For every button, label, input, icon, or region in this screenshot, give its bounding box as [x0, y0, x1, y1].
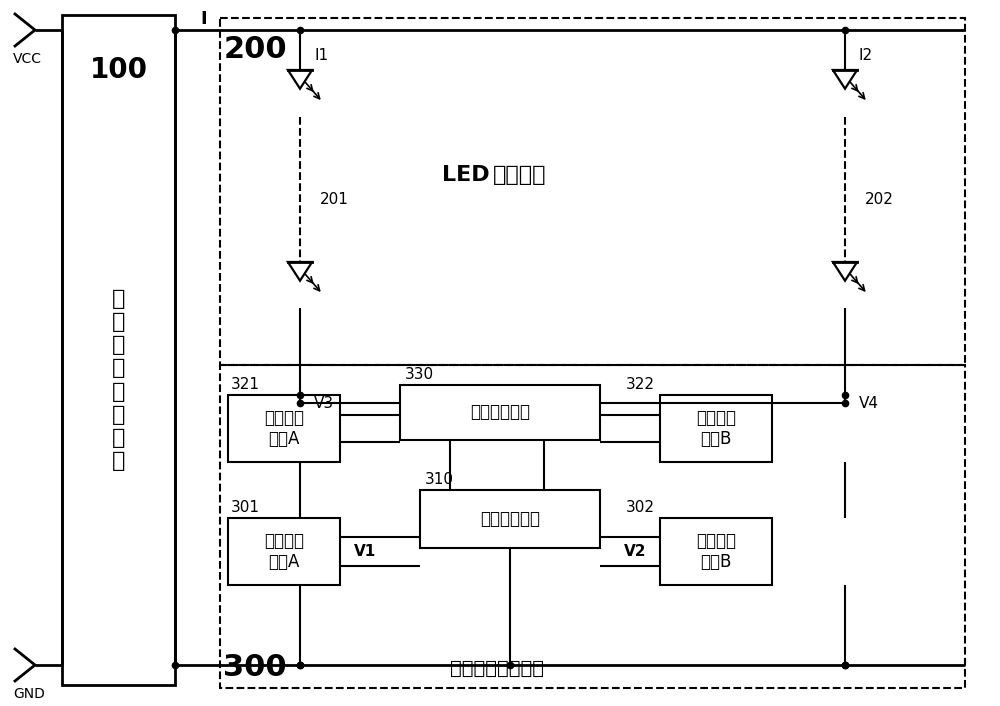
- Text: V1: V1: [354, 544, 376, 559]
- Text: V3: V3: [314, 395, 334, 410]
- Text: 均流控制单元: 均流控制单元: [480, 510, 540, 528]
- Text: I2: I2: [859, 47, 873, 63]
- Text: V4: V4: [859, 395, 879, 410]
- Text: GND: GND: [13, 687, 45, 701]
- Text: 330: 330: [405, 367, 434, 382]
- Text: 200: 200: [223, 35, 287, 64]
- Text: VCC: VCC: [13, 52, 42, 66]
- Bar: [420, 490, 600, 548]
- Text: 电流均分控制模块: 电流均分控制模块: [450, 659, 544, 678]
- Text: 322: 322: [626, 377, 655, 392]
- Text: 负载模块: 负载模块: [493, 165, 546, 185]
- Text: 100: 100: [90, 56, 148, 84]
- Text: 301: 301: [231, 500, 260, 515]
- Bar: [220, 18, 965, 365]
- Bar: [660, 395, 772, 462]
- Text: 状态控制单元: 状态控制单元: [470, 404, 530, 421]
- Text: 321: 321: [231, 377, 260, 392]
- Text: I1: I1: [314, 47, 328, 63]
- Text: 电流采样
电路B: 电流采样 电路B: [696, 532, 736, 571]
- Text: 201: 201: [320, 193, 349, 208]
- Bar: [228, 518, 340, 585]
- Text: LED: LED: [442, 165, 490, 185]
- Bar: [660, 518, 772, 585]
- Bar: [62, 15, 175, 685]
- Text: 310: 310: [425, 472, 454, 487]
- Text: 302: 302: [626, 500, 655, 515]
- Text: V2: V2: [624, 544, 646, 559]
- Text: I: I: [200, 10, 207, 28]
- Bar: [228, 395, 340, 462]
- Text: 阻抗控制
元件B: 阻抗控制 元件B: [696, 409, 736, 448]
- Bar: [220, 365, 965, 688]
- Text: 300: 300: [223, 654, 287, 683]
- Text: 阻抗控制
元件A: 阻抗控制 元件A: [264, 409, 304, 448]
- Text: 升
压
恒
流
驱
动
模
块: 升 压 恒 流 驱 动 模 块: [112, 289, 125, 471]
- Text: 202: 202: [865, 193, 894, 208]
- Bar: [400, 385, 600, 440]
- Text: 电流采样
电路A: 电流采样 电路A: [264, 532, 304, 571]
